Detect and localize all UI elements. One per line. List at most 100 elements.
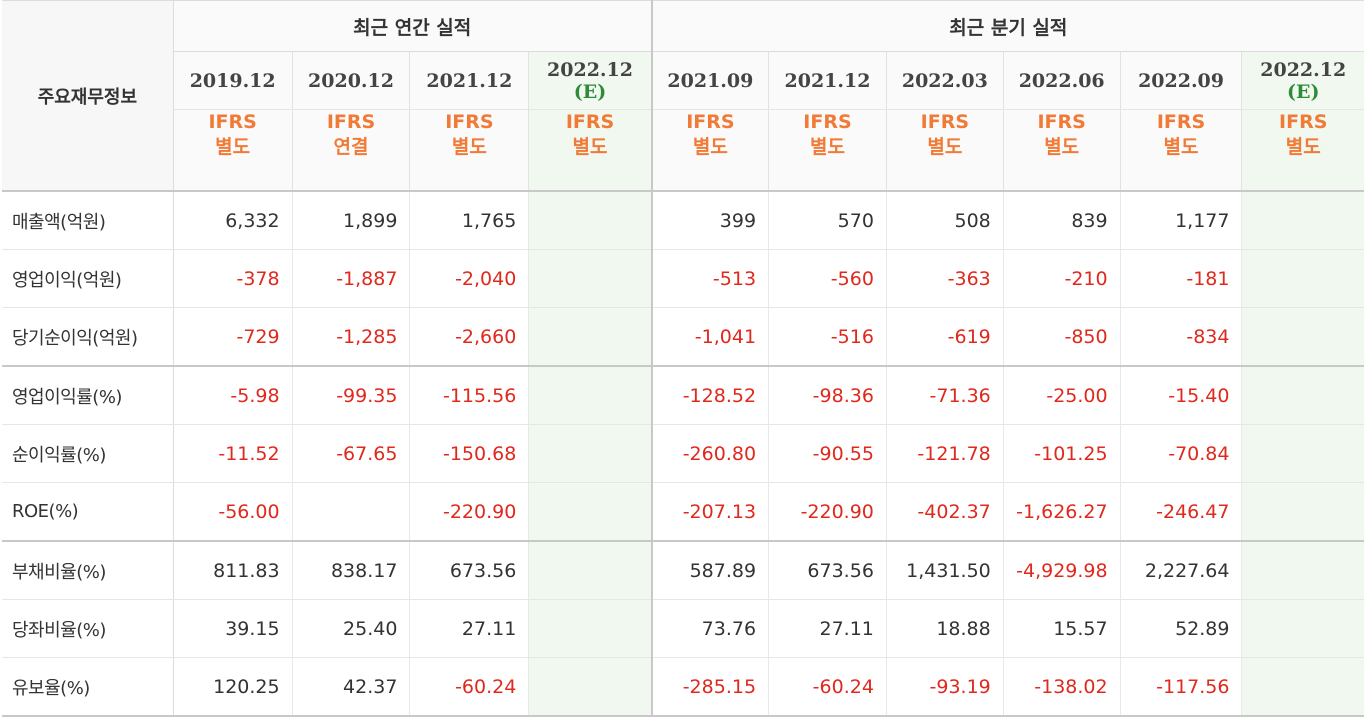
value-cell: -220.90 <box>768 482 887 542</box>
value-cell: 25.40 <box>291 599 410 658</box>
period-header: 2022.09 <box>1119 51 1242 110</box>
ifrs-label: IFRS <box>920 111 970 133</box>
value-cell: 42.37 <box>291 657 410 717</box>
value-cell: -402.37 <box>885 482 1004 542</box>
value-cell: -121.78 <box>885 424 1004 483</box>
value-cell <box>528 191 652 250</box>
row-label: 당좌비율(%) <box>2 599 174 658</box>
value-cell: 838.17 <box>291 541 410 600</box>
estimate-marker: (E) <box>1287 80 1320 103</box>
value-cell: -5.98 <box>172 366 293 425</box>
value-cell: -98.36 <box>768 366 887 425</box>
statement-type-label: 별도 <box>1285 136 1321 158</box>
value-cell: -378 <box>172 249 293 308</box>
statement-type-label: 별도 <box>1163 136 1199 158</box>
value-cell: -115.56 <box>409 366 529 425</box>
value-cell: 811.83 <box>172 541 293 600</box>
period-label: 2022.03 <box>901 69 988 92</box>
value-cell: -516 <box>768 307 887 367</box>
ifrs-label: IFRS <box>445 111 494 133</box>
period-header: 2019.12 <box>172 51 293 110</box>
period-header: 2022.12 (E) <box>1241 51 1364 110</box>
value-cell: 673.56 <box>409 541 529 600</box>
value-cell: -15.40 <box>1119 366 1242 425</box>
value-cell: -60.24 <box>768 657 887 717</box>
table-row: 영업이익(억원) -378 -1,887 -2,040 -513 -560 -363 -210… <box>2 249 1364 308</box>
value-cell: -117.56 <box>1119 657 1242 717</box>
row-label: 당기순이익(억원) <box>2 307 174 367</box>
period-header: 2022.12 (E) <box>528 51 652 110</box>
value-cell: 587.89 <box>650 541 769 600</box>
value-cell: 6,332 <box>172 191 293 250</box>
value-cell: -513 <box>650 249 769 308</box>
value-cell: 73.76 <box>650 599 769 658</box>
estimate-marker: (E) <box>573 80 607 103</box>
corner-header: 주요재무정보 <box>2 0 174 192</box>
value-cell: 1,899 <box>291 191 410 250</box>
table-row: 부채비율(%) 811.83 838.17 673.56 587.89 673.56 1,4… <box>2 541 1364 600</box>
row-label: 부채비율(%) <box>2 541 174 600</box>
ifrs-label: IFRS <box>686 111 735 133</box>
ifrs-label: IFRS <box>803 111 852 133</box>
value-cell <box>528 541 652 600</box>
value-cell <box>291 482 410 542</box>
ifrs-label: IFRS <box>565 111 615 133</box>
row-label: 매출액(억원) <box>2 191 174 250</box>
statement-type-label: 별도 <box>1044 136 1080 158</box>
value-cell: 18.88 <box>885 599 1004 658</box>
row-label: ROE(%) <box>2 482 174 542</box>
period-label: 2021.12 <box>784 69 871 92</box>
ifrs-label: IFRS <box>1279 111 1328 133</box>
value-cell <box>1241 657 1364 717</box>
value-cell: -70.84 <box>1119 424 1242 483</box>
ifrs-label: IFRS <box>208 111 257 133</box>
value-cell: -2,660 <box>409 307 529 367</box>
value-cell: 120.25 <box>172 657 293 717</box>
value-cell <box>1241 307 1364 367</box>
value-cell: -138.02 <box>1002 657 1121 717</box>
value-cell: -1,041 <box>650 307 769 367</box>
period-header: 2022.06 <box>1002 51 1121 110</box>
value-cell: 1,177 <box>1119 191 1242 250</box>
table-row: 순이익률(%) -11.52 -67.65 -150.68 -260.80 -90.55-… <box>2 424 1364 483</box>
period-header: 2021.09 <box>650 51 769 110</box>
accounting-standard-header: IFRS 별도 <box>172 109 293 192</box>
accounting-standard-header: IFRS 별도 <box>1241 109 1364 192</box>
period-label: 2022.09 <box>1138 69 1224 92</box>
value-cell <box>1241 424 1364 483</box>
value-cell <box>528 482 652 542</box>
table-row: 유보율(%) 120.25 42.37 -60.24 -285.15 -60.24 -93.… <box>2 657 1364 717</box>
value-cell: 52.89 <box>1119 599 1242 658</box>
value-cell: 1,765 <box>409 191 529 250</box>
period-label: 2022.06 <box>1018 69 1105 92</box>
value-cell: -834 <box>1119 307 1242 367</box>
value-cell: 508 <box>885 191 1004 250</box>
table-row: 당기순이익(억원) -729 -1,285 -2,660 -1,041 -516 -619-… <box>2 307 1364 367</box>
table-row: 매출액(억원) 6,332 1,899 1,765 399 570 508 839 1,177 <box>2 191 1364 250</box>
row-label: 영업이익(억원) <box>2 249 174 308</box>
value-cell: -246.47 <box>1119 482 1242 542</box>
value-cell: -285.15 <box>650 657 769 717</box>
value-cell: -729 <box>172 307 293 367</box>
value-cell: -181 <box>1119 249 1242 308</box>
value-cell <box>1241 482 1364 542</box>
ifrs-label: IFRS <box>1156 111 1206 133</box>
value-cell: -619 <box>885 307 1004 367</box>
value-cell <box>528 657 652 717</box>
value-cell <box>528 249 652 308</box>
quarterly-results-header: 최근 분기 실적 <box>650 0 1364 52</box>
annual-results-header: 최근 연간 실적 <box>173 0 652 52</box>
value-cell: -220.90 <box>409 482 529 542</box>
value-cell: -93.19 <box>885 657 1004 717</box>
value-cell: -560 <box>768 249 887 308</box>
value-cell: -1,626.27 <box>1002 482 1121 542</box>
value-cell: -207.13 <box>650 482 769 542</box>
ifrs-label: IFRS <box>326 111 376 133</box>
value-cell: -1,887 <box>291 249 410 308</box>
value-cell: -71.36 <box>885 366 1004 425</box>
ifrs-header-row: IFRS 별도 IFRS 연결 IFRS 별도 IFRS 별도 IFRS 별도 IFRS 별도 IFRS… <box>2 109 1364 192</box>
statement-type-label: 별도 <box>692 136 728 158</box>
value-cell: 39.15 <box>172 599 293 658</box>
period-label: 2021.12 <box>426 69 513 92</box>
